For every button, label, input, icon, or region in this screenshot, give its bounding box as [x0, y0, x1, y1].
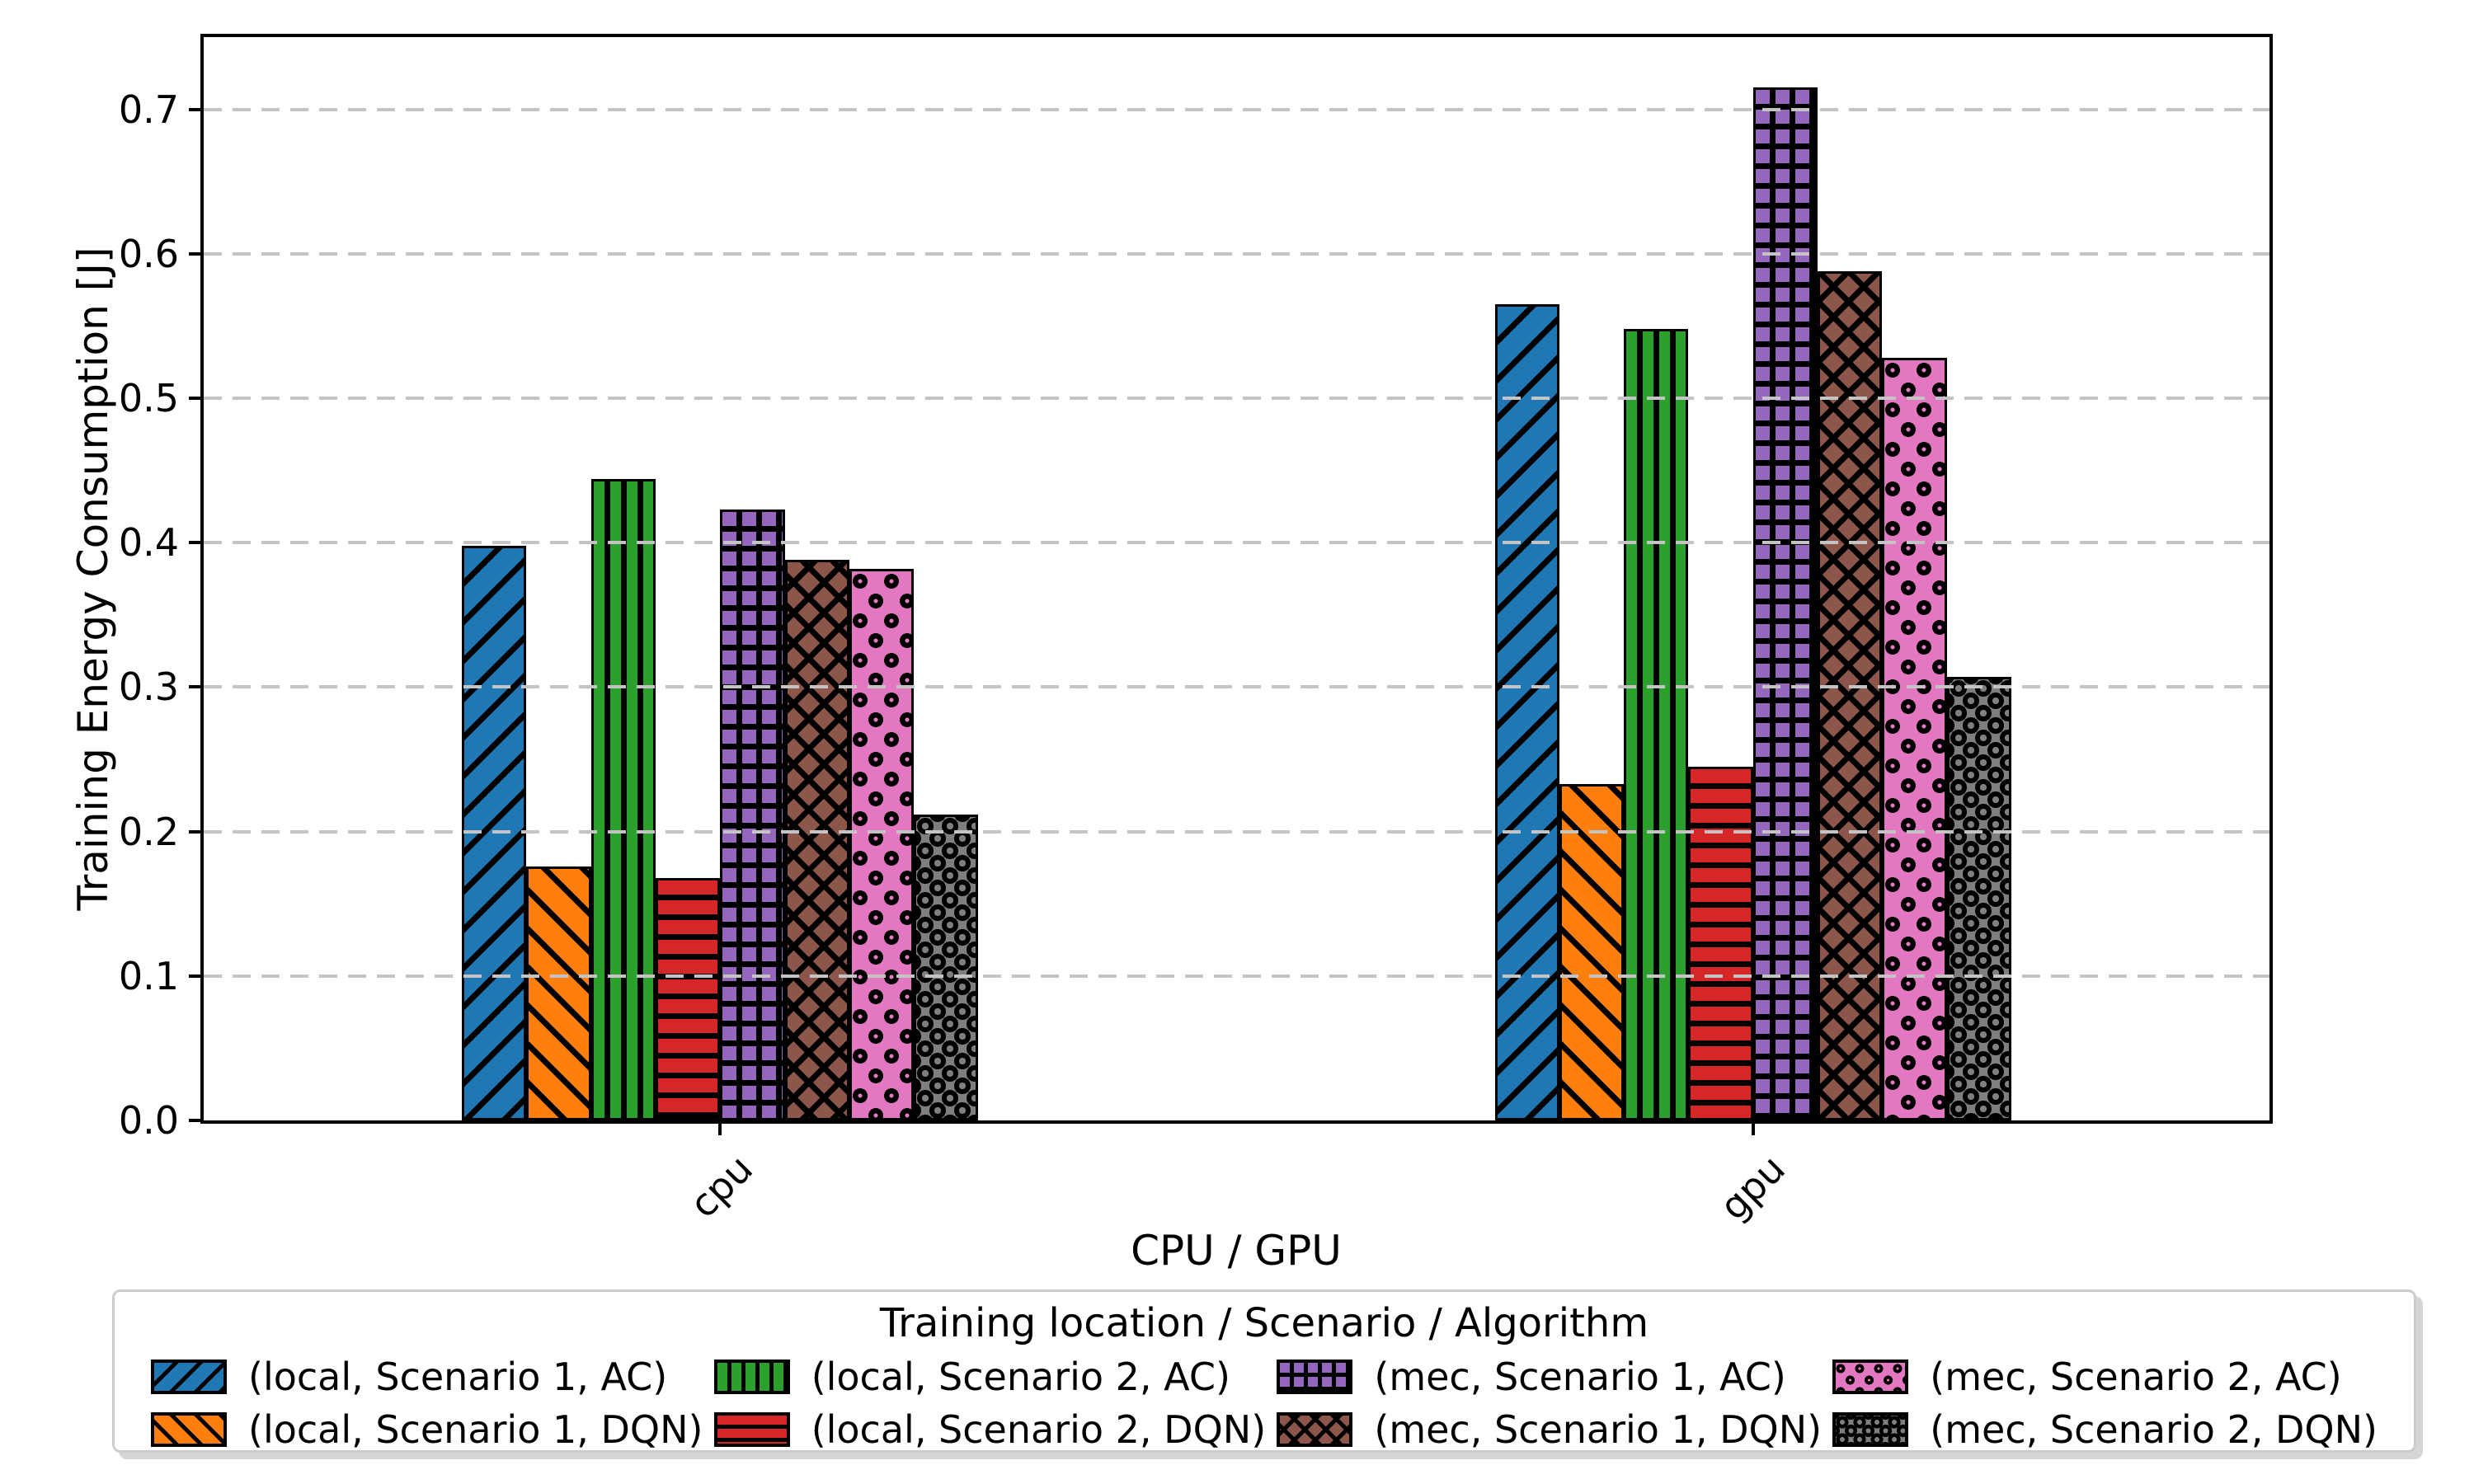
gridline-y-0.7 [204, 107, 2269, 111]
y-axis-title: Training Energy Consumption [J] [69, 247, 117, 911]
y-tick-label: 0.6 [118, 231, 179, 276]
y-tick-label: 0.0 [118, 1098, 179, 1143]
y-tick-label: 0.7 [118, 87, 179, 132]
legend-swatch-vertical-icon [713, 1360, 790, 1394]
legend-entry: (local, Scenario 2, AC) [713, 1355, 1266, 1399]
legend-swatch-circles-icon [1832, 1412, 1909, 1447]
bar-cpu-local-scenario-1-dqn [526, 866, 591, 1120]
legend-entry: (mec, Scenario 1, DQN) [1277, 1411, 1822, 1449]
x-tick-mark [718, 1124, 722, 1135]
legend-swatch-cross-icon [1277, 1412, 1353, 1447]
legend: Training location / Scenario / Algorithm… [112, 1289, 2416, 1453]
gridline-y-0.6 [204, 251, 2269, 256]
bar-gpu-mec-scenario-1-ac [1752, 87, 1818, 1120]
legend-label: (local, Scenario 2, DQN) [811, 1407, 1267, 1452]
bar-gpu-mec-scenario-2-ac [1882, 357, 1947, 1120]
legend-label: (local, Scenario 2, AC) [811, 1355, 1230, 1399]
bar-cpu-mec-scenario-2-dqn [914, 814, 979, 1120]
legend-swatch-dots-icon [1832, 1360, 1909, 1394]
legend-entry: (local, Scenario 1, DQN) [151, 1411, 703, 1449]
legend-label: (mec, Scenario 2, AC) [1930, 1355, 2342, 1399]
bar-gpu-local-scenario-1-ac [1494, 304, 1559, 1120]
x-tick-label-cpu: cpu [680, 1146, 761, 1227]
bar-gpu-local-scenario-2-ac [1624, 328, 1689, 1120]
bar-cpu-mec-scenario-2-ac [849, 568, 915, 1120]
legend-entry: (local, Scenario 2, DQN) [713, 1407, 1267, 1452]
legend-entry: (mec, Scenario 2, DQN) [1832, 1411, 2378, 1449]
y-tick-mark [189, 251, 200, 256]
gridline-y-0.2 [204, 829, 2269, 834]
gridline-y-0.5 [204, 397, 2269, 400]
y-tick-mark [189, 1119, 200, 1122]
y-tick-mark [189, 974, 200, 978]
y-tick-mark [189, 397, 200, 400]
bar-gpu-mec-scenario-2-dqn [1946, 677, 2011, 1120]
legend-label: (local, Scenario 1, DQN) [248, 1407, 703, 1452]
bar-gpu-local-scenario-2-dqn [1688, 766, 1753, 1120]
legend-entry: (local, Scenario 1, AC) [151, 1358, 703, 1396]
legend-swatch-diagonal-icon [151, 1360, 227, 1394]
legend-title: Training location / Scenario / Algorithm [879, 1300, 1649, 1346]
x-tick-label-gpu: gpu [1711, 1146, 1794, 1229]
y-tick-mark [189, 685, 200, 689]
y-tick-mark [189, 829, 200, 834]
x-axis-title: CPU / GPU [1131, 1227, 1342, 1275]
y-tick-label: 0.3 [118, 665, 179, 710]
y-tick-label: 0.2 [118, 809, 179, 854]
legend-entry: (mec, Scenario 2, AC) [1832, 1358, 2378, 1396]
gridline-y-0.4 [204, 541, 2269, 545]
bar-cpu-mec-scenario-1-ac [720, 509, 785, 1120]
bar-cpu-mec-scenario-1-dqn [784, 560, 849, 1120]
legend-label: (local, Scenario 1, AC) [248, 1355, 668, 1399]
y-tick-mark [189, 107, 200, 111]
bar-cpu-local-scenario-2-dqn [655, 877, 721, 1120]
y-tick-label: 0.4 [118, 520, 179, 566]
legend-entry: (mec, Scenario 1, AC) [1277, 1358, 1822, 1396]
bar-cpu-local-scenario-2-ac [590, 479, 656, 1120]
legend-entries: (local, Scenario 1, AC) (local, Scenario … [115, 1346, 2414, 1449]
gridline-y-0.3 [204, 685, 2269, 689]
legend-swatch-back-diagonal-icon [151, 1412, 227, 1447]
gridline-y-0.1 [204, 974, 2269, 978]
plot-area: 0.0 0.1 0.2 0.3 0.4 0.5 0.6 0.7 cpu gpu [119, 34, 2273, 1228]
legend-label: (mec, Scenario 1, AC) [1374, 1355, 1786, 1399]
y-tick-label: 0.5 [118, 376, 179, 420]
legend-swatch-grid-icon [1277, 1360, 1353, 1394]
legend-swatch-horizontal-icon [713, 1412, 790, 1447]
legend-label: (mec, Scenario 2, DQN) [1930, 1407, 2378, 1452]
bar-gpu-local-scenario-1-dqn [1559, 783, 1625, 1120]
x-tick-mark [1751, 1124, 1755, 1135]
y-tick-mark [189, 541, 200, 545]
y-tick-label: 0.1 [118, 953, 179, 998]
legend-label: (mec, Scenario 1, DQN) [1374, 1407, 1823, 1452]
